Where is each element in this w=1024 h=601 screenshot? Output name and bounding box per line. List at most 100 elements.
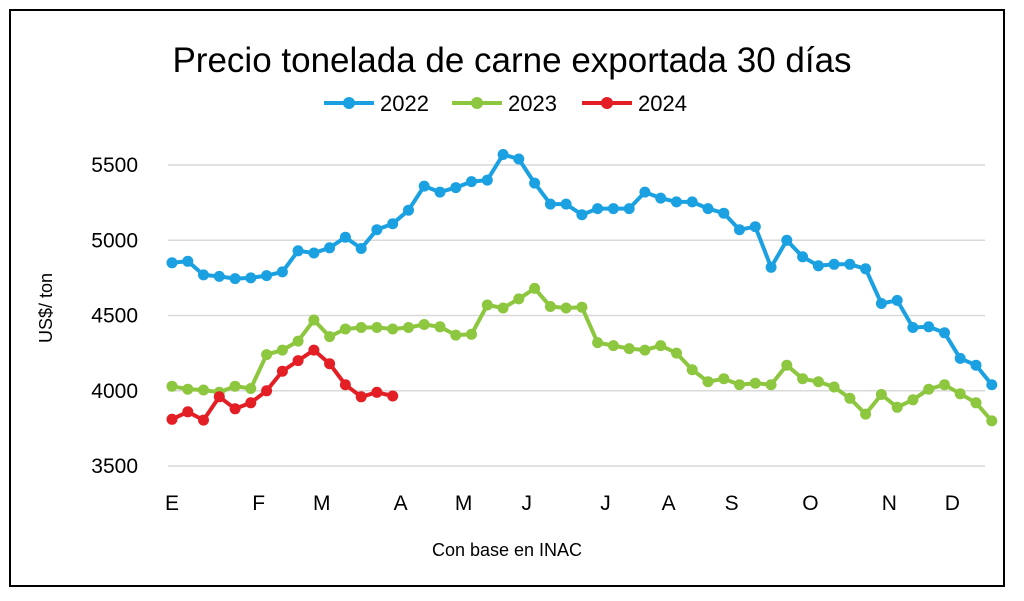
- data-point: [639, 344, 651, 356]
- data-point: [954, 352, 966, 364]
- data-point: [560, 198, 572, 210]
- data-point: [371, 224, 383, 236]
- x-tick-label: J: [600, 492, 611, 515]
- data-point: [324, 358, 336, 370]
- data-point: [939, 327, 950, 339]
- data-point: [844, 258, 856, 270]
- data-point: [655, 192, 667, 204]
- data-point: [576, 209, 588, 221]
- data-point: [466, 328, 477, 340]
- data-point: [623, 203, 635, 215]
- data-point: [261, 349, 273, 361]
- x-tick-label: J: [521, 492, 532, 515]
- data-point: [450, 329, 462, 341]
- data-point: [671, 347, 682, 359]
- y-tick-label: 5500: [91, 154, 138, 177]
- legend-item: 2023: [452, 91, 557, 116]
- series-2022: [166, 149, 998, 391]
- data-point: [765, 261, 777, 273]
- data-point: [686, 196, 698, 208]
- data-point: [387, 390, 399, 402]
- data-point: [466, 176, 477, 188]
- data-point: [166, 413, 178, 425]
- data-point: [986, 415, 998, 427]
- data-point: [765, 379, 777, 391]
- data-point: [671, 196, 682, 208]
- data-point: [513, 153, 525, 165]
- data-point: [734, 379, 745, 391]
- data-point: [828, 258, 840, 270]
- data-point: [860, 263, 872, 275]
- data-point: [229, 380, 241, 392]
- data-point: [245, 397, 257, 409]
- data-point: [324, 242, 336, 254]
- data-point: [182, 383, 194, 395]
- data-point: [339, 379, 351, 391]
- data-point: [418, 319, 430, 330]
- x-tick-label: S: [725, 492, 739, 515]
- data-point: [497, 149, 509, 160]
- data-point: [481, 299, 493, 311]
- x-tick-label: N: [882, 492, 897, 515]
- data-point: [513, 293, 525, 305]
- data-point: [403, 322, 414, 333]
- legend-label: 2022: [380, 91, 429, 116]
- x-tick-label: E: [165, 492, 179, 515]
- data-point: [355, 243, 367, 254]
- gridlines: [168, 164, 985, 467]
- data-point: [308, 247, 320, 259]
- legend-marker: [343, 97, 355, 109]
- data-point: [418, 180, 430, 192]
- data-point: [797, 251, 809, 263]
- legend: 2022 2023 2024: [324, 91, 687, 116]
- data-point: [686, 364, 698, 376]
- data-point: [907, 394, 919, 406]
- data-point: [875, 389, 887, 400]
- data-point: [371, 322, 383, 333]
- data-point: [245, 272, 257, 284]
- data-point: [844, 392, 856, 404]
- data-point: [355, 322, 367, 333]
- data-point: [355, 391, 367, 403]
- data-point: [954, 388, 966, 400]
- data-point: [749, 221, 761, 233]
- data-point: [450, 182, 462, 194]
- data-point: [860, 408, 872, 420]
- data-point: [324, 331, 336, 343]
- y-axis-label: US$/ ton: [36, 273, 56, 343]
- data-point: [198, 269, 209, 281]
- data-point: [387, 323, 399, 335]
- chart-frame: [9, 9, 1005, 587]
- data-point: [182, 255, 194, 267]
- data-point: [939, 379, 950, 391]
- data-point: [592, 203, 604, 215]
- data-point: [276, 365, 288, 377]
- data-point: [213, 270, 225, 282]
- data-point: [182, 406, 194, 418]
- x-tick-label: M: [455, 492, 473, 515]
- data-point: [497, 302, 509, 314]
- legend-marker: [471, 97, 483, 109]
- data-point: [907, 322, 919, 333]
- data-point: [923, 321, 935, 333]
- data-point: [781, 234, 793, 246]
- data-point: [434, 321, 446, 333]
- data-point: [292, 335, 304, 347]
- x-tick-label: A: [662, 492, 676, 515]
- data-point: [828, 381, 840, 393]
- legend-item: 2024: [582, 91, 687, 116]
- data-point: [276, 344, 288, 356]
- data-point: [166, 257, 178, 269]
- data-point: [261, 270, 273, 282]
- data-point: [434, 186, 446, 198]
- data-point: [481, 174, 493, 186]
- data-point: [229, 273, 241, 285]
- data-point: [781, 359, 793, 371]
- chart-title: Precio tonelada de carne exportada 30 dí…: [172, 41, 851, 80]
- data-point: [923, 383, 935, 395]
- data-point: [891, 294, 903, 306]
- data-point: [734, 224, 745, 236]
- data-point: [875, 298, 887, 309]
- data-point: [198, 384, 209, 396]
- data-point: [371, 386, 383, 398]
